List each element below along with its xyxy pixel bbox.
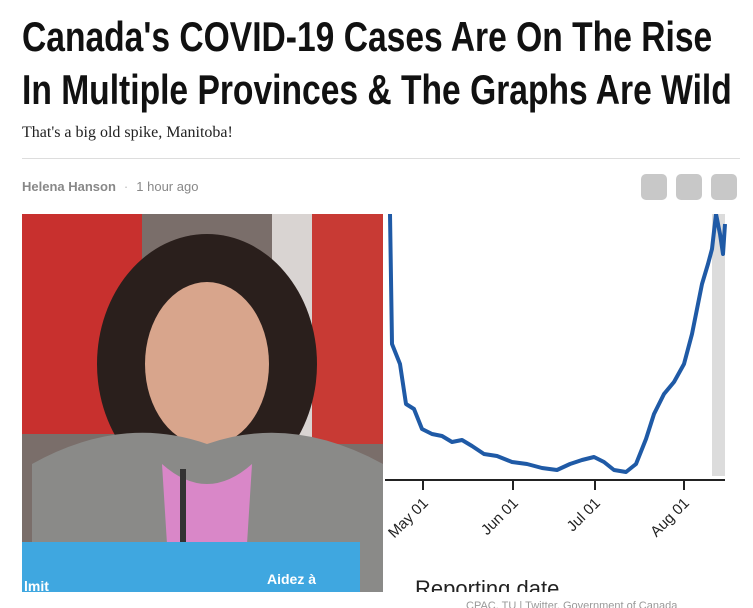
- comment-button[interactable]: [676, 174, 702, 200]
- byline: Helena Hanson · 1 hour ago: [22, 179, 198, 194]
- author[interactable]: Helena Hanson: [22, 179, 116, 194]
- axis-title: Reporting date: [415, 576, 559, 592]
- sign-text: Aidez à: [267, 571, 316, 587]
- microphone: [180, 469, 186, 549]
- timestamp: 1 hour ago: [136, 179, 199, 194]
- chart-background: [383, 214, 740, 592]
- share-button[interactable]: [641, 174, 667, 200]
- trend-line: [388, 214, 727, 474]
- flag: [312, 214, 383, 444]
- shaded-region: [712, 214, 725, 476]
- separator: ·: [123, 179, 129, 194]
- subtitle: That's a big old spike, Manitoba!: [22, 124, 233, 141]
- article-image: Aidez à lmit May 01 Jun 01 Jul 01 Aug 01 Re…: [22, 214, 740, 592]
- sign-text: lmit: [24, 578, 49, 592]
- headline-line: In Multiple Provinces & The Graphs Are W…: [22, 66, 732, 113]
- sign: [22, 542, 360, 592]
- headline: Canada's COVID-19 Cases Are On The Rise …: [22, 10, 732, 116]
- share-icons: [641, 174, 737, 200]
- divider: [22, 158, 740, 159]
- face: [145, 282, 269, 446]
- headline-line: Canada's COVID-19 Cases Are On The Rise: [22, 13, 713, 60]
- image-credit: CPAC, TU | Twitter, Government of Canada: [466, 600, 678, 608]
- like-button[interactable]: [711, 174, 737, 200]
